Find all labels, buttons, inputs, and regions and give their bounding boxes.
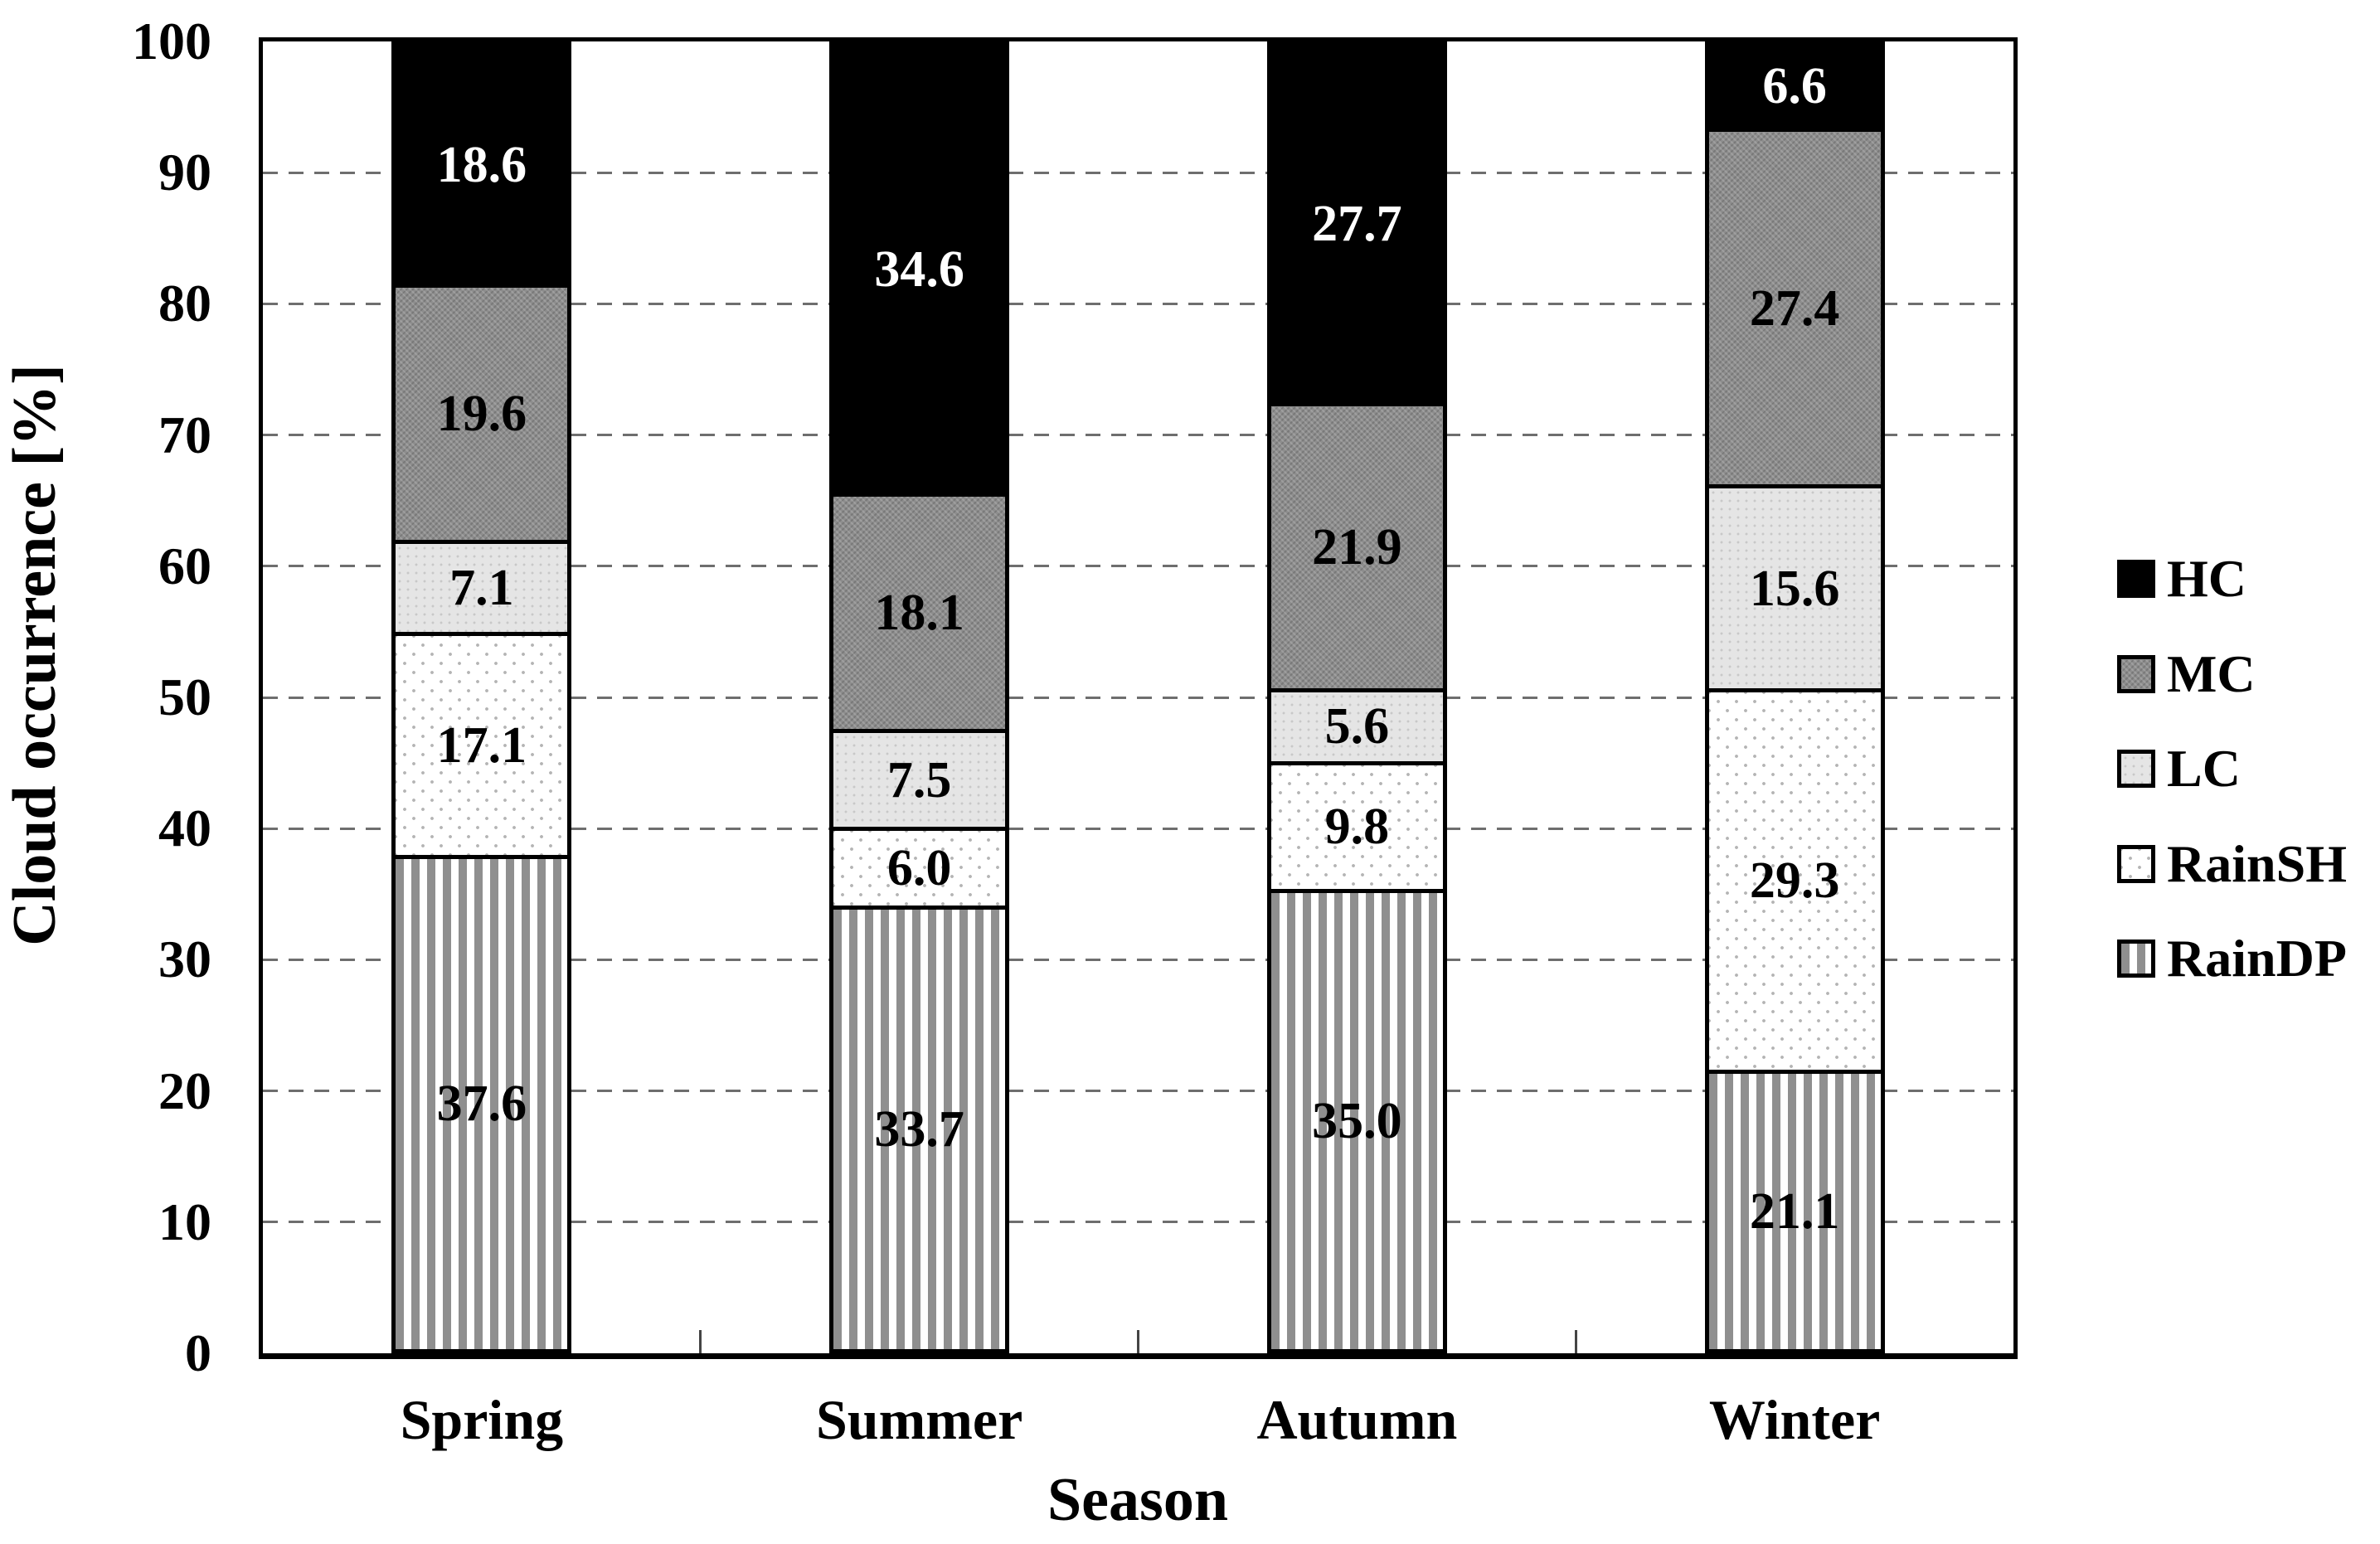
x-tick-label-spring: Spring xyxy=(400,1388,564,1451)
segment-raindp-spring: 37.6 xyxy=(396,858,568,1349)
segment-raindp-summer: 33.7 xyxy=(833,909,1006,1349)
segment-lc-autumn: 5.6 xyxy=(1270,692,1443,765)
data-label-lc-spring: 7.1 xyxy=(449,559,514,616)
x-axis-title: Season xyxy=(1047,1466,1228,1534)
data-label-lc-summer: 7.5 xyxy=(886,751,952,808)
segment-hc-summer: 34.6 xyxy=(833,46,1006,498)
y-tick-label-80: 80 xyxy=(158,274,211,333)
gridline-80 xyxy=(263,302,2013,305)
y-tick-label-20: 20 xyxy=(158,1061,211,1120)
y-tick-label-60: 60 xyxy=(158,536,211,595)
data-label-lc-winter: 15.6 xyxy=(1749,560,1840,617)
data-label-mc-spring: 19.6 xyxy=(436,385,527,442)
bar-spring: 18.6 19.6 7.1 17.1 37.6 xyxy=(391,41,572,1353)
data-label-rainsh-summer: 6.0 xyxy=(886,839,952,896)
y-tick-label-0: 0 xyxy=(185,1323,211,1382)
segment-rainsh-summer: 6.0 xyxy=(833,831,1006,910)
segment-lc-winter: 15.6 xyxy=(1708,488,1881,692)
data-label-lc-autumn: 5.6 xyxy=(1324,698,1390,755)
y-tick-label-30: 30 xyxy=(158,930,211,989)
x-tick-label-summer: Summer xyxy=(815,1388,1023,1451)
segment-rainsh-spring: 17.1 xyxy=(396,636,568,859)
data-label-raindp-spring: 37.6 xyxy=(436,1075,527,1133)
segment-lc-spring: 7.1 xyxy=(396,543,568,637)
data-label-hc-spring: 18.6 xyxy=(436,136,527,193)
gridline-60 xyxy=(263,565,2013,568)
segment-hc-spring: 18.6 xyxy=(396,46,568,289)
legend-swatch-rainsh-icon xyxy=(2117,844,2155,883)
legend-label-lc: LC xyxy=(2167,739,2241,798)
gridline-10 xyxy=(263,1221,2013,1224)
legend-item-lc: LC xyxy=(2117,742,2241,795)
data-label-mc-autumn: 21.9 xyxy=(1312,519,1402,576)
segment-raindp-autumn: 35.0 xyxy=(1270,892,1443,1349)
bar-winter: 6.6 27.4 15.6 29.3 21.1 xyxy=(1704,41,1885,1353)
gridline-40 xyxy=(263,827,2013,830)
segment-lc-summer: 7.5 xyxy=(833,733,1006,832)
y-tick-label-50: 50 xyxy=(158,668,211,726)
data-label-hc-summer: 34.6 xyxy=(874,240,964,298)
data-label-raindp-winter: 21.1 xyxy=(1749,1183,1840,1241)
y-tick-label-10: 10 xyxy=(158,1192,211,1251)
segment-hc-winter: 6.6 xyxy=(1708,46,1881,132)
legend-label-hc: HC xyxy=(2167,549,2246,608)
y-tick-label-70: 70 xyxy=(158,405,211,464)
legend-item-hc: HC xyxy=(2117,552,2246,605)
legend-swatch-raindp-icon xyxy=(2117,940,2155,978)
legend-label-raindp: RainDP xyxy=(2167,929,2347,988)
bar-summer: 34.6 18.1 7.5 6.0 33.7 xyxy=(829,41,1010,1353)
segment-mc-spring: 19.6 xyxy=(396,288,568,544)
legend-item-rainsh: RainSH xyxy=(2117,833,2347,893)
segment-rainsh-winter: 29.3 xyxy=(1708,692,1881,1075)
x-axis-tick-3 xyxy=(1574,1330,1577,1353)
segment-rainsh-autumn: 9.8 xyxy=(1270,765,1443,893)
y-tick-label-40: 40 xyxy=(158,799,211,858)
legend-swatch-mc-icon xyxy=(2117,654,2155,693)
segment-mc-winter: 27.4 xyxy=(1708,131,1881,489)
legend-swatch-hc-icon xyxy=(2117,560,2155,598)
x-tick-label-autumn: Autumn xyxy=(1256,1388,1458,1451)
legend-swatch-lc-icon xyxy=(2117,750,2155,788)
y-tick-label-100: 100 xyxy=(132,12,211,70)
data-label-rainsh-spring: 17.1 xyxy=(436,717,527,774)
segment-mc-autumn: 21.9 xyxy=(1270,406,1443,692)
data-label-mc-winter: 27.4 xyxy=(1749,279,1840,337)
legend-item-mc: MC xyxy=(2117,643,2256,703)
gridline-90 xyxy=(263,171,2013,174)
data-label-hc-winter: 6.6 xyxy=(1762,58,1827,115)
legend-label-mc: MC xyxy=(2167,643,2256,703)
legend-item-raindp: RainDP xyxy=(2117,932,2347,985)
data-label-rainsh-winter: 29.3 xyxy=(1749,852,1840,910)
segment-hc-autumn: 27.7 xyxy=(1270,46,1443,407)
y-tick-label-column: 0 10 20 30 40 50 60 70 80 90 100 xyxy=(0,0,211,1544)
gridline-20 xyxy=(263,1090,2013,1093)
gridline-30 xyxy=(263,958,2013,961)
gridline-70 xyxy=(263,434,2013,437)
x-tick-label-winter: Winter xyxy=(1708,1388,1881,1451)
data-label-rainsh-autumn: 9.8 xyxy=(1324,799,1390,856)
legend-label-rainsh: RainSH xyxy=(2167,833,2347,893)
gridline-50 xyxy=(263,696,2013,699)
bar-autumn: 27.7 21.9 5.6 9.8 35.0 xyxy=(1266,41,1447,1353)
data-label-mc-summer: 18.1 xyxy=(874,585,964,642)
plot-area: 18.6 19.6 7.1 17.1 37.6 34.6 18.1 7.5 6.0 33.7 27.… xyxy=(263,41,2013,1353)
data-label-hc-autumn: 27.7 xyxy=(1312,196,1402,253)
y-tick-label-90: 90 xyxy=(158,143,211,202)
data-label-raindp-summer: 33.7 xyxy=(874,1100,964,1158)
segment-mc-summer: 18.1 xyxy=(833,497,1006,734)
segment-raindp-winter: 21.1 xyxy=(1708,1074,1881,1349)
data-label-raindp-autumn: 35.0 xyxy=(1312,1092,1402,1149)
x-axis-tick-2 xyxy=(1137,1330,1139,1353)
x-axis-tick-1 xyxy=(699,1330,702,1353)
